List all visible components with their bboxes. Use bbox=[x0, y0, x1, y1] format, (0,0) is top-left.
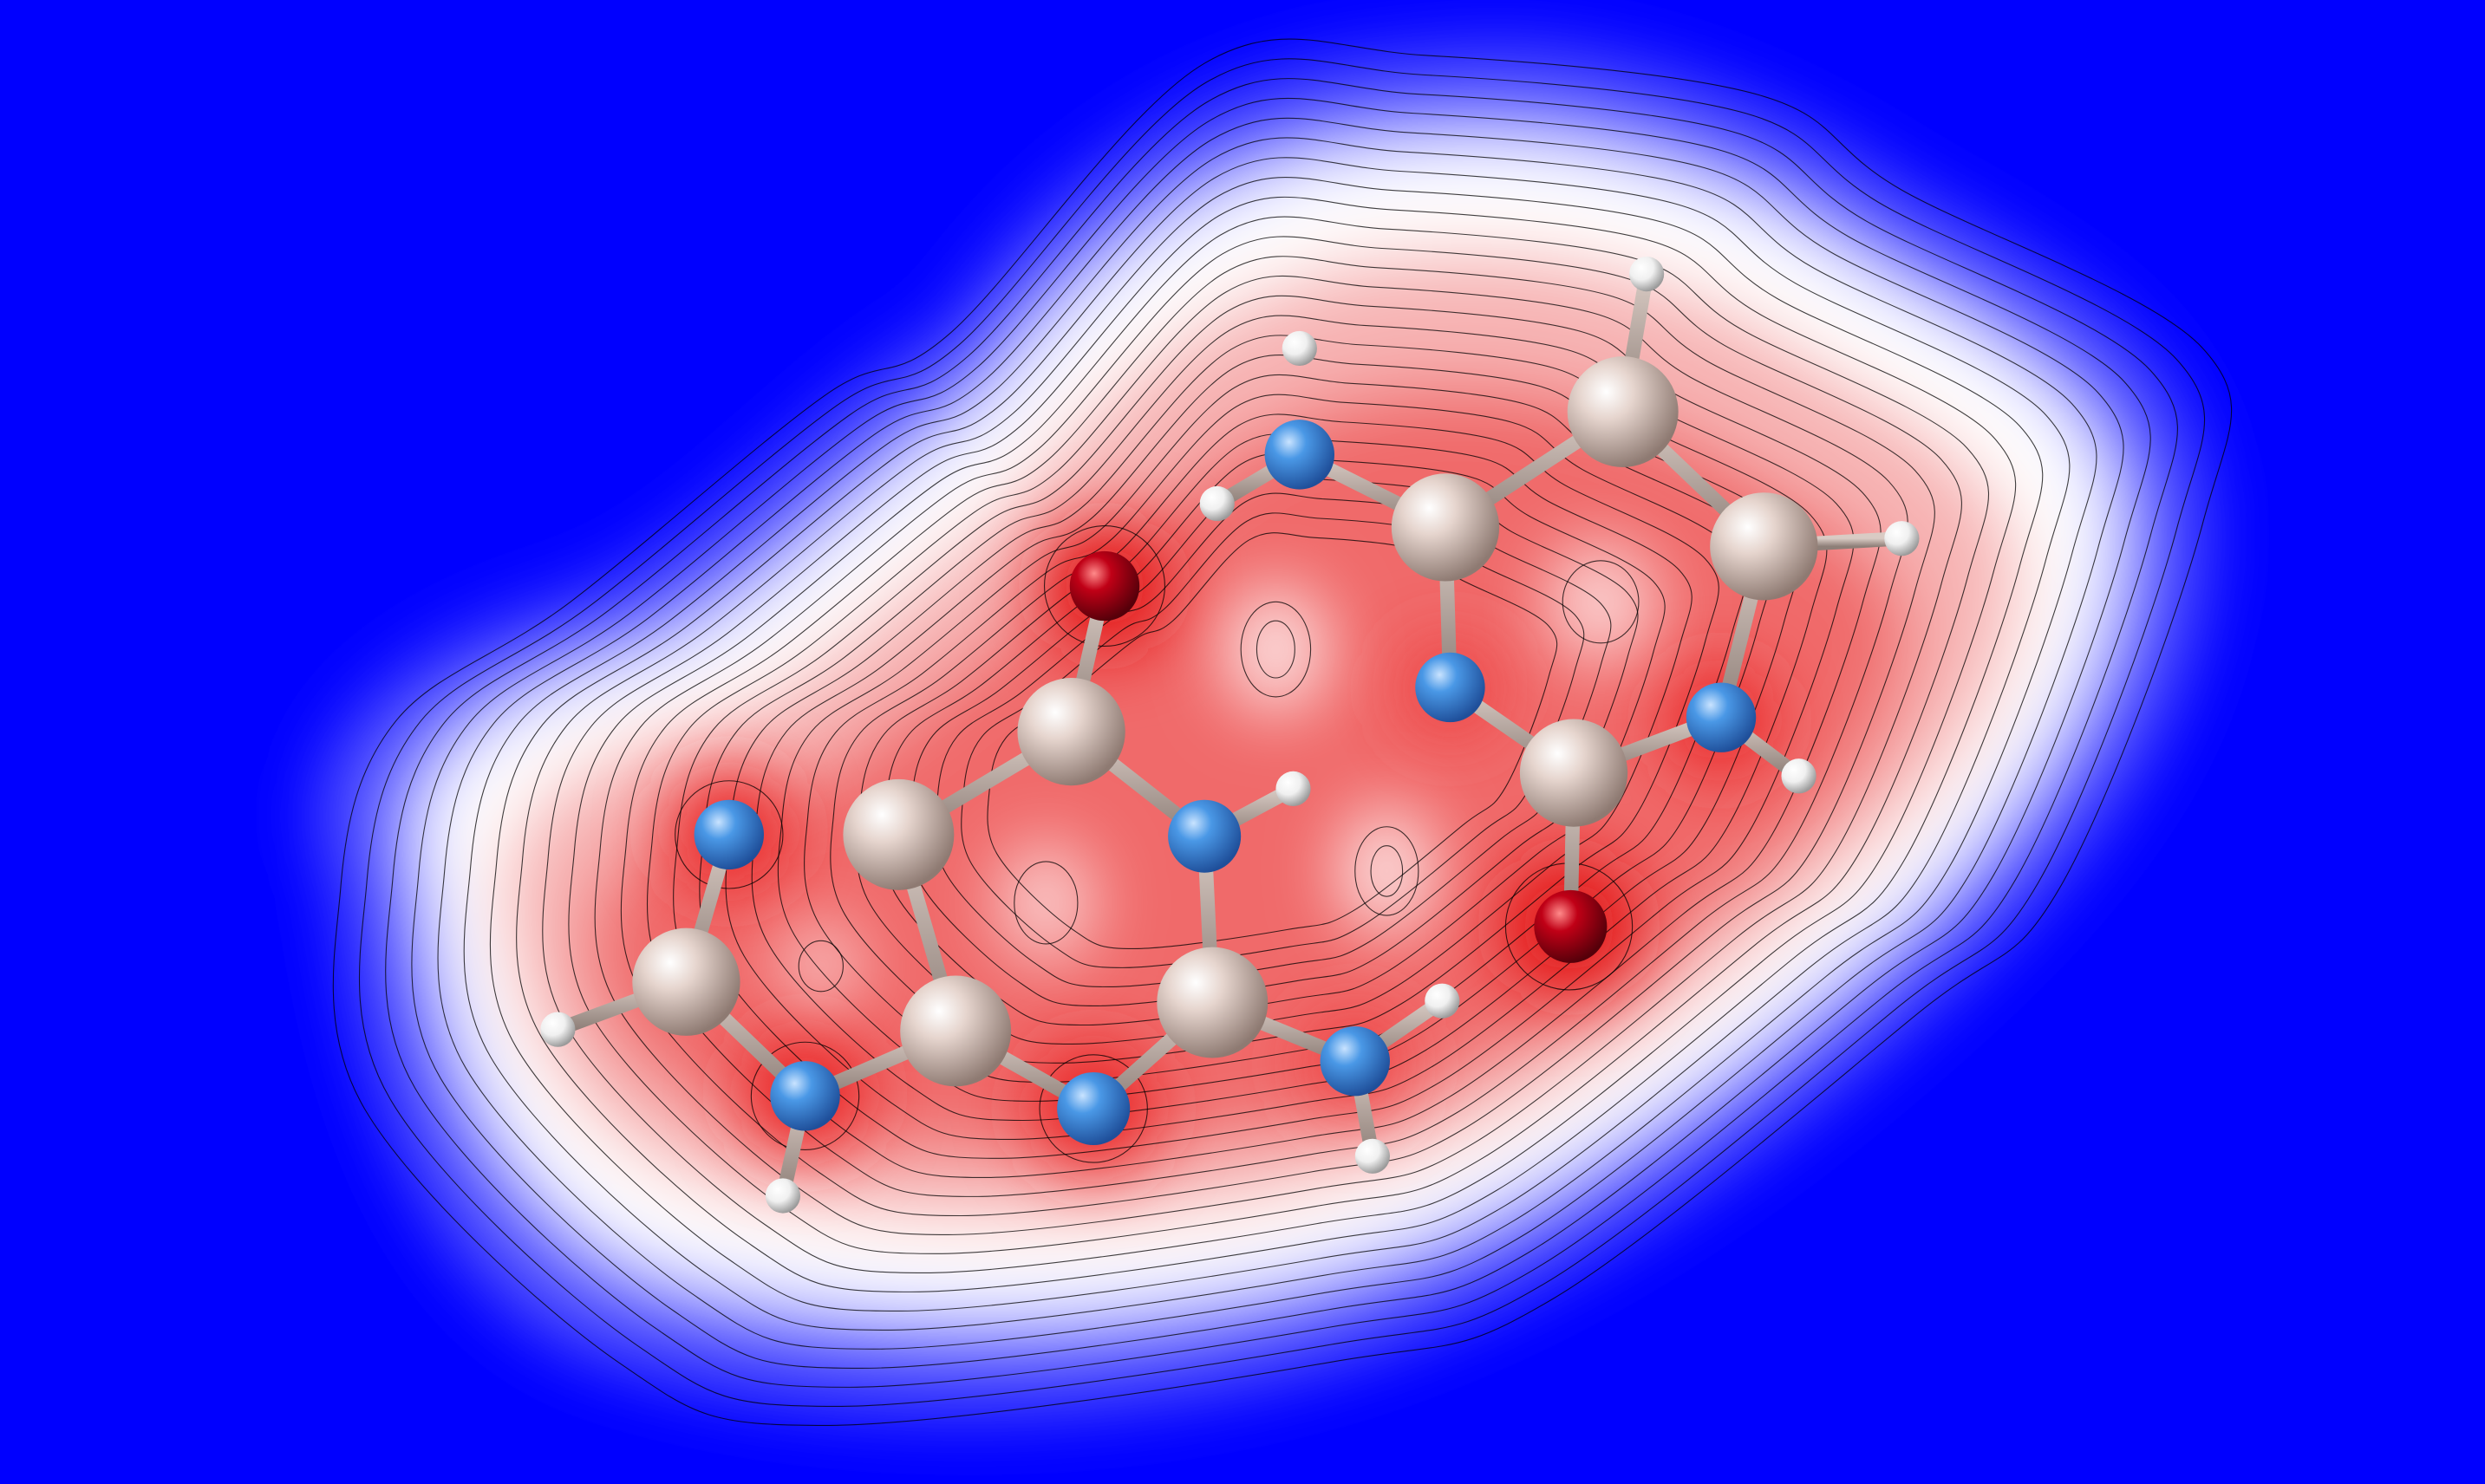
contour-line bbox=[673, 295, 1882, 1179]
hydrogen-atom bbox=[1354, 1138, 1390, 1174]
nitrogen-atom bbox=[770, 1061, 840, 1131]
hydrogen-atom bbox=[1282, 330, 1317, 367]
carbon-atom bbox=[1157, 947, 1269, 1058]
contour-line bbox=[961, 512, 1585, 968]
nitrogen-atom bbox=[1264, 420, 1335, 490]
contour-line bbox=[568, 216, 1990, 1254]
hydrogen-atom bbox=[765, 1178, 801, 1214]
contour-line bbox=[647, 275, 1908, 1197]
hydrogen-atom bbox=[1275, 771, 1311, 806]
contour-line bbox=[332, 38, 2233, 1426]
contour-line bbox=[358, 58, 2206, 1408]
contour-loop bbox=[1039, 1054, 1148, 1163]
contour-line bbox=[987, 532, 1558, 949]
contour-line bbox=[489, 157, 2071, 1312]
hydrogen-atom bbox=[1628, 256, 1665, 292]
hydrogen-atom bbox=[1199, 485, 1235, 522]
pocket-5 bbox=[782, 925, 859, 1008]
hydrogen-atom bbox=[540, 1012, 576, 1047]
contour-lines bbox=[332, 38, 2233, 1426]
oxygen-atom bbox=[1534, 889, 1608, 963]
contour-line bbox=[620, 256, 1935, 1217]
pocket-4 bbox=[1546, 541, 1655, 662]
pocket-1 bbox=[1224, 586, 1327, 713]
contour-line bbox=[699, 315, 1855, 1159]
contour-line bbox=[463, 137, 2097, 1331]
contour-loop bbox=[1256, 620, 1295, 679]
contour-loop bbox=[1014, 861, 1079, 945]
oxygen-atom bbox=[1069, 550, 1140, 622]
contour-loop bbox=[1562, 560, 1640, 644]
pocket-2 bbox=[998, 843, 1094, 963]
nitrogen-atom bbox=[694, 799, 765, 870]
contour-line bbox=[516, 177, 2044, 1292]
carbon-atom bbox=[1519, 719, 1628, 827]
contour-loop bbox=[750, 1041, 860, 1151]
hydrogen-atom bbox=[1781, 758, 1816, 794]
pocket-3 bbox=[1339, 807, 1435, 934]
nitrogen-atom bbox=[1415, 652, 1485, 723]
density-pockets bbox=[782, 541, 1655, 1008]
contour-line bbox=[594, 236, 1962, 1235]
carbon-atom bbox=[1391, 473, 1500, 582]
contour-line bbox=[542, 196, 2017, 1273]
contour-loop bbox=[1370, 845, 1404, 897]
contour-loop bbox=[1354, 826, 1419, 916]
nitrogen-atom bbox=[1686, 682, 1757, 752]
carbon-atom bbox=[632, 928, 740, 1036]
contour-loop bbox=[1240, 601, 1312, 698]
carbon-atom bbox=[1710, 492, 1818, 601]
contour-loop bbox=[798, 940, 844, 993]
nitrogen-atom bbox=[1057, 1071, 1131, 1145]
contour-line bbox=[385, 78, 2178, 1388]
hydrogen-atom bbox=[1884, 521, 1920, 556]
contour-loop bbox=[1043, 525, 1165, 648]
nitrogen-atom bbox=[1320, 1025, 1390, 1097]
atoms bbox=[540, 256, 1920, 1214]
contour-line bbox=[437, 117, 2124, 1350]
carbon-atom bbox=[843, 778, 955, 890]
carbon-atom bbox=[900, 975, 1012, 1087]
carbon-atom bbox=[1567, 356, 1679, 467]
contour-line bbox=[411, 97, 2151, 1369]
carbon-atom bbox=[1017, 678, 1125, 786]
hydrogen-atom bbox=[1425, 983, 1460, 1019]
nitrogen-atom bbox=[1168, 799, 1242, 873]
